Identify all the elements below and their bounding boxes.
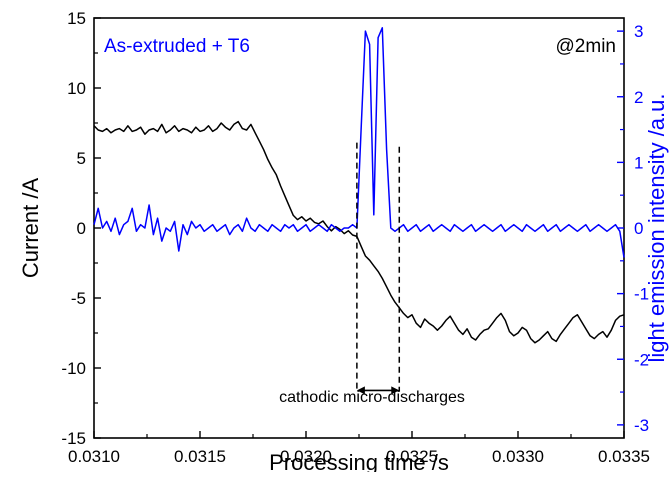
discharge-arrow-head-right	[391, 386, 400, 395]
y-left-tick-label: 5	[77, 149, 86, 168]
y-left-ticks: 15 10 5 0 -5 -10 -15	[61, 9, 101, 448]
y-left-tick-label: 0	[77, 219, 86, 238]
y-right-tick-label: -1	[634, 285, 649, 304]
y-left-tick-label: -5	[71, 289, 86, 308]
y-right-tick-label: 3	[634, 22, 643, 41]
current-line	[93, 120, 625, 344]
x-ticks: 0.0310 0.0315 0.0320 0.0325 0.0330 0.0335	[68, 431, 650, 466]
x-tick-label: 0.0315	[174, 447, 226, 466]
discharge-arrow-head-left	[356, 386, 365, 395]
y-right-tick-label: 1	[634, 153, 643, 172]
x-tick-label: 0.0310	[68, 447, 120, 466]
marks	[93, 27, 625, 395]
y-right-axis-title: light emission intensity /a.u.	[644, 93, 669, 362]
x-tick-label: 0.0325	[386, 447, 438, 466]
y-left-tick-label: -15	[61, 429, 86, 448]
x-tick-label: 0.0335	[598, 447, 650, 466]
sample-annotation: As-extruded + T6	[104, 36, 250, 57]
y-right-ticks: 3 2 1 0 -1 -2 -3	[617, 22, 649, 435]
x-axis-title: Processing time /s	[269, 450, 449, 472]
y-right-tick-label: 0	[634, 219, 643, 238]
y-right-tick-label: -2	[634, 350, 649, 369]
y-left-tick-label: -10	[61, 359, 86, 378]
y-left-axis-title: Current /A	[18, 178, 43, 279]
discharge-annotation: cathodic micro-discharges	[279, 389, 465, 406]
plot-frame	[93, 17, 625, 439]
y-left-tick-label: 15	[67, 9, 86, 28]
time-annotation: @2min	[556, 36, 616, 57]
x-tick-label: 0.0330	[492, 447, 544, 466]
y-left-tick-label: 10	[67, 79, 86, 98]
light-emission-line	[93, 27, 625, 258]
y-right-tick-label: 2	[634, 88, 643, 107]
x-tick-label: 0.0320	[280, 447, 332, 466]
y-right-tick-label: -3	[634, 416, 649, 435]
